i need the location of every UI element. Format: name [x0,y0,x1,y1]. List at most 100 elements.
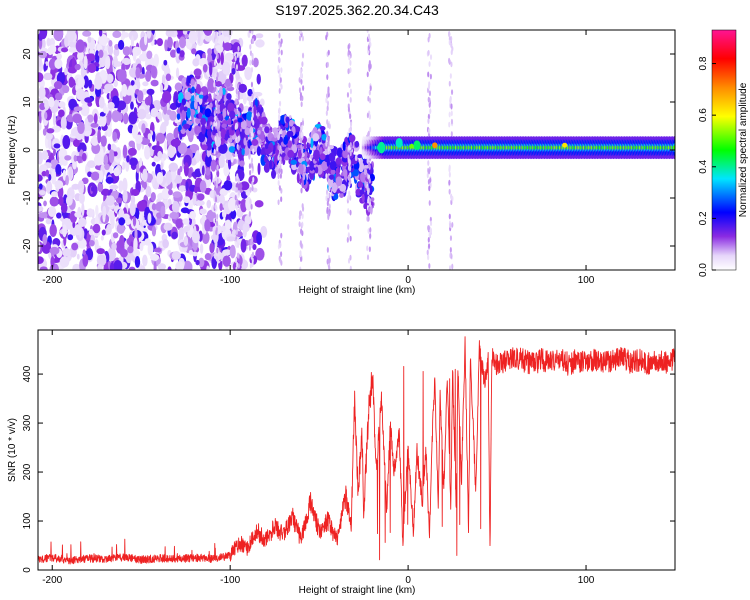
spectral-blob [122,46,131,56]
spectral-blob [38,122,42,131]
spectral-blob [325,34,328,41]
spectral-blob [235,98,238,104]
spectral-blob [347,195,350,201]
spectral-blob [91,142,101,154]
spectral-blob [349,209,352,216]
colorbar-tick-label: 0.8 [698,56,709,70]
spectral-blob [82,253,89,267]
spectral-blob [328,258,331,264]
spectral-blob [125,89,134,96]
spectral-blob [450,110,453,117]
spectral-blob [299,266,302,270]
spectral-blob [279,156,282,162]
spectral-blob [347,257,351,264]
spectral-blob [264,126,270,134]
colorbar: 0.0 0.2 0.4 0.6 0.8 Normalized spectral ampl… [698,29,749,277]
snr-ticks: -200 -100 0 100 0 100 200 300 400 [22,330,675,586]
spectral-blob [175,218,183,229]
spectral-blob [368,161,371,168]
spectral-blob [139,242,144,252]
spectral-blob [230,209,237,220]
spectral-blob [146,30,152,39]
spectral-blob [368,89,371,96]
spectrogram-y-label: Frequency (Hz) [7,116,18,185]
spectral-blob [300,78,303,85]
spectral-blob [357,181,364,188]
spectral-blob [280,168,283,175]
spectral-blob [251,261,254,268]
spectral-blob [256,146,262,157]
spectral-blob [244,127,251,136]
spectral-blob [167,144,176,158]
spectral-blob [142,168,148,183]
spectral-blob [113,55,118,68]
spectral-blob [83,55,88,70]
spectral-blob [136,200,147,212]
spectral-blob [76,253,80,260]
spectral-blob [295,156,299,168]
spectral-blob [129,201,136,216]
spectral-blob [247,88,253,97]
spectral-blob [195,259,200,266]
spectral-blob [42,128,47,136]
spectral-blob [207,48,213,56]
spectral-blob [209,242,215,254]
spectral-blob [192,193,197,206]
spectral-blob [255,39,265,48]
spectral-blob [215,240,218,247]
spectral-blob [214,108,217,115]
spectral-blob [237,45,240,52]
spectral-blob [128,111,138,125]
spectral-blob [449,247,452,253]
spectral-blob [225,78,231,87]
spectral-blob [221,123,227,128]
spectral-blob [223,162,230,177]
spectral-blob [300,101,303,108]
spectral-blob [90,171,100,181]
spectral-blob [215,255,218,262]
spectral-blob [214,196,218,203]
spectral-blob [74,211,83,218]
spectral-blob [162,238,169,249]
spectral-blob [236,200,239,206]
spectral-blob [90,136,99,146]
spectral-blob [110,217,115,229]
spectral-blob [249,30,252,34]
spectral-blob [219,188,228,197]
spectral-blob [162,90,172,104]
spectral-blob [77,157,82,164]
spectral-blob [367,189,370,196]
spectral-blob [183,123,191,130]
spectral-blob [214,80,222,87]
spectral-blob [82,30,92,37]
spectral-blob [105,195,115,206]
spectral-blob [159,115,163,122]
spectral-blob [159,83,163,93]
spectral-blob [108,149,115,164]
spectral-blob [301,178,305,189]
spectral-blob [279,100,282,107]
spectral-blob [98,49,104,59]
spectral-blob [321,133,327,141]
spectral-blob [51,170,57,185]
spectral-blob [448,57,451,64]
spectrogram-y-tick-label: 0 [22,147,33,153]
spectral-blob [349,97,352,103]
spectral-blob [672,145,675,150]
spectral-blob [370,197,375,202]
spectral-blob [291,163,298,171]
spectral-blob [235,109,238,115]
spectral-blob [167,266,172,270]
spectral-blob [199,104,203,115]
spectral-blob [223,42,232,51]
spectral-blob [358,161,365,173]
spectral-blob [448,171,451,178]
spectral-blob [98,33,108,47]
spectral-blob [347,174,350,181]
spectral-blob [413,140,421,150]
spectral-blob [250,157,254,164]
spectral-blob [279,77,282,83]
spectral-blob [58,196,64,207]
spectral-blob [129,157,138,166]
colorbar-tick-label: 0.4 [698,159,709,173]
